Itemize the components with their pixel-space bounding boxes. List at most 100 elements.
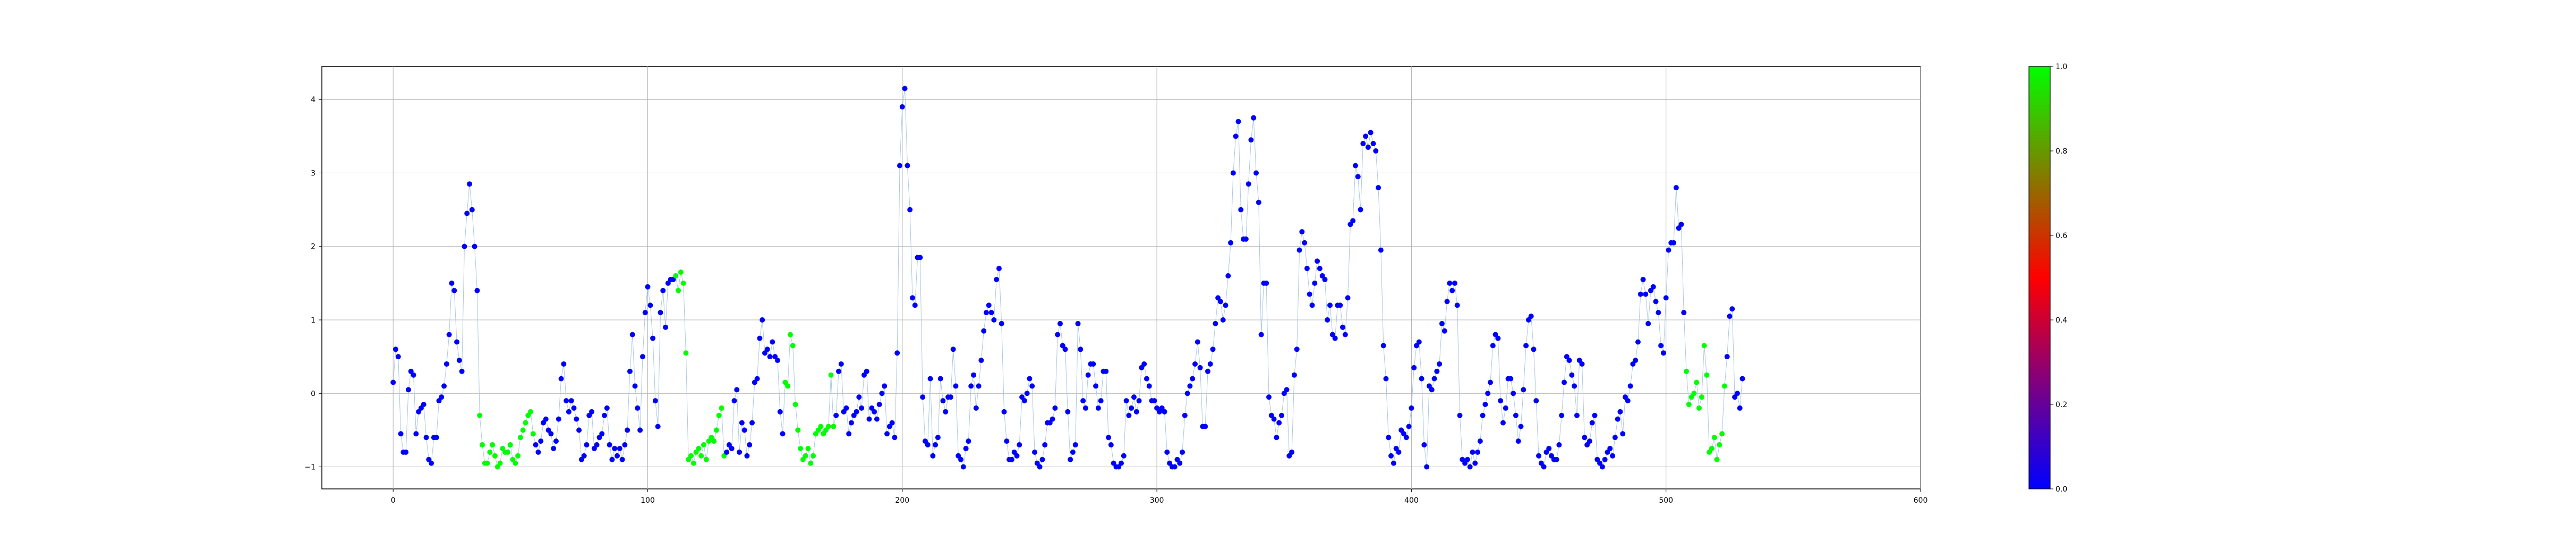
data-point	[535, 449, 541, 455]
data-point	[1363, 133, 1369, 139]
data-point	[1482, 402, 1488, 407]
data-point	[1243, 236, 1249, 242]
colorbar-tick-label: 0.0	[2055, 485, 2067, 494]
data-point	[411, 372, 416, 378]
data-point	[988, 310, 994, 316]
data-point	[1284, 387, 1290, 393]
data-point	[622, 442, 628, 448]
data-point	[1307, 291, 1312, 297]
y-tick-label: 3	[311, 169, 315, 177]
data-point	[1637, 291, 1643, 297]
data-point	[770, 339, 775, 345]
data-point	[1612, 435, 1618, 441]
data-point	[1119, 460, 1124, 466]
data-point	[734, 387, 740, 393]
data-point	[1586, 438, 1592, 444]
data-point	[1498, 398, 1504, 404]
data-point	[1294, 346, 1300, 352]
data-point	[1546, 445, 1552, 451]
data-point	[1617, 409, 1623, 415]
data-point	[757, 335, 763, 341]
data-point	[1207, 361, 1213, 367]
data-point	[1424, 464, 1430, 470]
data-point	[731, 398, 737, 404]
data-point	[744, 453, 750, 459]
data-point	[1264, 280, 1269, 286]
data-point	[1180, 449, 1185, 455]
data-point	[1477, 438, 1483, 444]
data-point	[1070, 449, 1076, 455]
data-point	[1645, 320, 1651, 326]
data-point	[905, 163, 910, 168]
data-point	[1556, 442, 1562, 448]
data-point	[698, 453, 704, 459]
data-point	[1660, 350, 1666, 356]
data-point	[749, 420, 755, 426]
data-point	[1650, 284, 1656, 290]
data-point	[808, 460, 814, 466]
data-point	[1210, 346, 1216, 352]
data-point	[978, 358, 984, 363]
data-point	[1701, 343, 1707, 349]
data-point	[876, 402, 882, 407]
data-point	[1021, 398, 1027, 404]
data-point	[1457, 412, 1463, 418]
data-point	[423, 435, 429, 441]
data-point	[724, 449, 730, 455]
data-point	[1406, 424, 1412, 429]
data-point	[1602, 456, 1608, 462]
data-point	[1136, 398, 1142, 404]
data-point	[637, 427, 643, 433]
data-point	[785, 383, 791, 389]
data-point	[1727, 314, 1733, 319]
data-point	[909, 295, 915, 301]
data-point	[472, 243, 477, 249]
data-point	[441, 383, 447, 389]
data-point	[953, 383, 959, 389]
data-point	[1403, 435, 1409, 441]
data-point	[1464, 456, 1470, 462]
data-point	[1391, 460, 1396, 466]
data-point	[866, 416, 872, 422]
data-point	[856, 394, 862, 400]
data-point	[1085, 372, 1091, 378]
data-point	[1480, 412, 1486, 418]
x-tick-label: 300	[1150, 496, 1164, 505]
data-point	[1355, 174, 1361, 180]
data-point	[1358, 207, 1363, 213]
data-point	[879, 391, 885, 396]
data-point	[454, 339, 460, 345]
data-point	[1213, 320, 1218, 326]
x-tick-label: 0	[391, 496, 396, 505]
data-point	[986, 302, 992, 308]
data-point	[1610, 453, 1616, 459]
data-point	[548, 431, 554, 437]
data-point	[520, 427, 526, 433]
data-point	[1620, 431, 1626, 437]
data-point	[1126, 412, 1132, 418]
data-point	[507, 442, 513, 448]
y-axis-ticks: −1 0 1 2 3 4	[304, 96, 322, 472]
data-point	[1296, 247, 1302, 253]
data-point	[1302, 240, 1308, 246]
data-point	[1368, 130, 1374, 136]
data-point	[1141, 361, 1147, 367]
data-point	[642, 310, 648, 316]
y-tick-label: 0	[311, 390, 315, 398]
data-point	[1633, 358, 1639, 363]
data-point	[1485, 391, 1491, 396]
data-point	[930, 453, 936, 459]
data-point	[609, 456, 615, 462]
data-point	[576, 427, 582, 433]
data-point	[1187, 383, 1193, 389]
data-point	[897, 163, 903, 168]
data-point	[1342, 332, 1348, 337]
data-point	[1289, 449, 1295, 455]
data-point	[1309, 302, 1315, 308]
data-point	[405, 387, 411, 393]
data-point	[935, 435, 941, 441]
data-point	[1072, 442, 1078, 448]
data-point	[1734, 391, 1740, 396]
data-point	[882, 383, 888, 389]
data-point	[981, 328, 987, 334]
